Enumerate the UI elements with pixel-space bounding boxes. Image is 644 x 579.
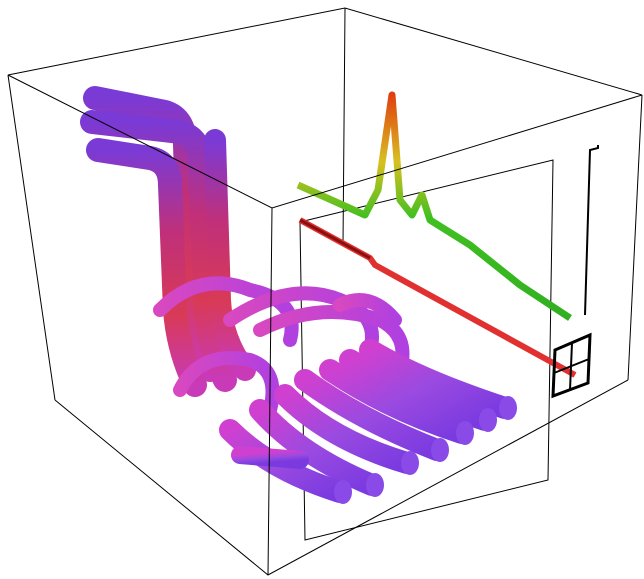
tube bbox=[215, 140, 245, 370]
tube-cap bbox=[456, 421, 474, 445]
red-ribbon-edge bbox=[300, 220, 370, 258]
tube bbox=[98, 150, 195, 385]
axis-frame bbox=[553, 145, 598, 396]
tall-tubes bbox=[92, 98, 245, 385]
tube-cap bbox=[334, 480, 352, 504]
box-edge bbox=[8, 75, 55, 400]
tube-cap bbox=[366, 473, 384, 497]
tube-cap bbox=[479, 408, 497, 432]
scene-3d bbox=[0, 0, 644, 579]
axis-line bbox=[585, 145, 598, 315]
tube bbox=[240, 455, 300, 460]
tube-cap bbox=[499, 396, 517, 420]
box-edge bbox=[8, 8, 642, 95]
green-ribbon bbox=[298, 95, 570, 318]
tube-cap bbox=[401, 451, 419, 475]
box-edge bbox=[628, 95, 642, 380]
page: (() => { const data = JSON.parse(documen… bbox=[0, 0, 644, 579]
tube-cap bbox=[431, 438, 449, 462]
